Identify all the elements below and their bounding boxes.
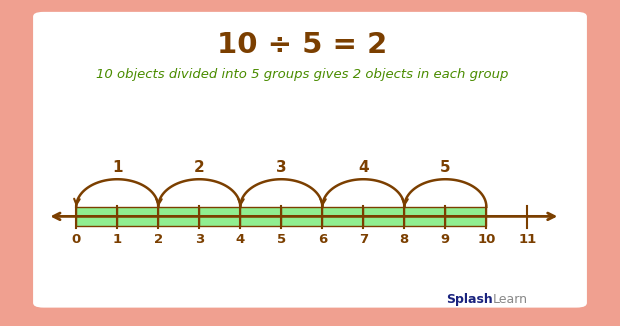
Bar — [322, 207, 363, 226]
Text: 10: 10 — [477, 232, 495, 245]
Text: 2: 2 — [194, 160, 205, 175]
Bar — [76, 207, 117, 226]
Bar — [117, 207, 158, 226]
Text: 9: 9 — [441, 232, 450, 245]
Text: 11: 11 — [518, 232, 536, 245]
Bar — [281, 207, 322, 226]
Bar — [199, 207, 241, 226]
Text: 1: 1 — [112, 160, 123, 175]
Text: 10 objects divided into 5 groups gives 2 objects in each group: 10 objects divided into 5 groups gives 2… — [95, 68, 508, 81]
Text: 7: 7 — [359, 232, 368, 245]
Text: 5: 5 — [277, 232, 286, 245]
Text: 8: 8 — [400, 232, 409, 245]
Bar — [241, 207, 281, 226]
Text: 6: 6 — [317, 232, 327, 245]
Bar — [404, 207, 445, 226]
Text: 4: 4 — [358, 160, 369, 175]
Text: 1: 1 — [113, 232, 122, 245]
Text: 4: 4 — [236, 232, 245, 245]
Text: 3: 3 — [276, 160, 286, 175]
Bar — [158, 207, 199, 226]
Text: Learn: Learn — [493, 293, 528, 306]
Text: 2: 2 — [154, 232, 163, 245]
Text: 3: 3 — [195, 232, 204, 245]
Bar — [363, 207, 404, 226]
Text: 0: 0 — [71, 232, 81, 245]
Text: Splash: Splash — [446, 293, 493, 306]
FancyBboxPatch shape — [31, 10, 589, 310]
Text: 10 ÷ 5 = 2: 10 ÷ 5 = 2 — [216, 31, 387, 59]
Text: 5: 5 — [440, 160, 451, 175]
Bar — [445, 207, 486, 226]
